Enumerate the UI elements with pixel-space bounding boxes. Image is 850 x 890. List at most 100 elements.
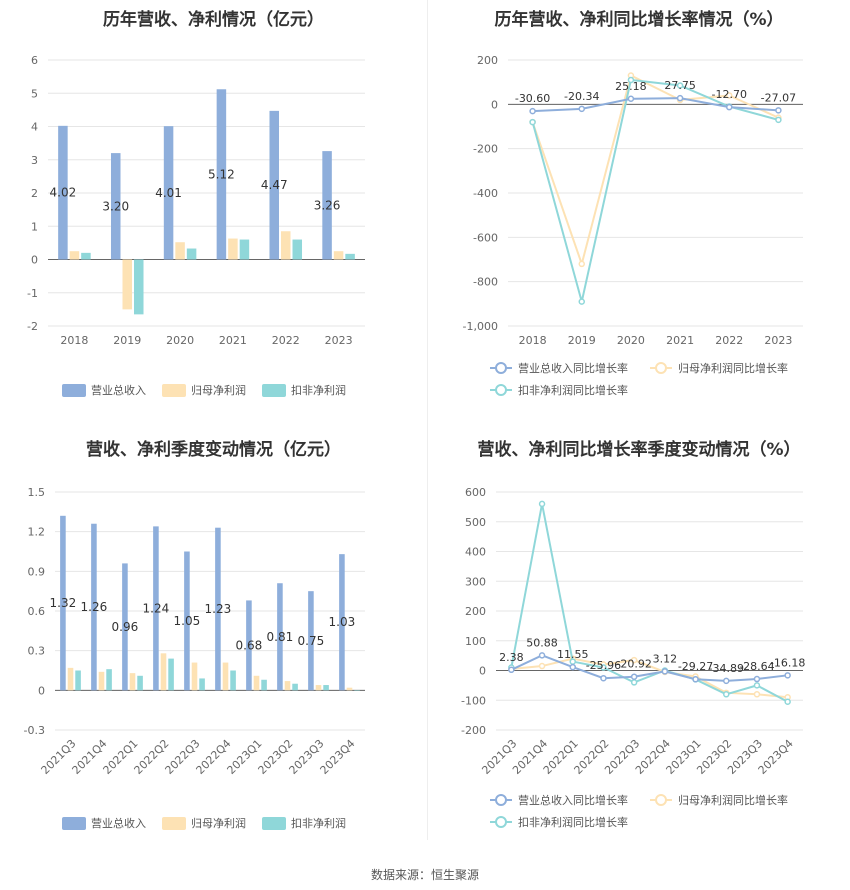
bar <box>308 591 314 691</box>
y-tick-label: -1,000 <box>463 320 498 333</box>
y-tick-label: 3 <box>31 154 38 167</box>
data-point <box>630 673 638 680</box>
data-point <box>753 675 761 683</box>
panel-divider <box>427 0 428 840</box>
legend-swatch <box>162 817 186 830</box>
bar <box>98 671 105 691</box>
bar <box>339 554 345 691</box>
y-tick-label: -200 <box>473 143 498 156</box>
data-label: -27.07 <box>761 91 796 104</box>
bar <box>228 238 238 260</box>
bar <box>315 685 322 691</box>
legend-label: 扣非净利润同比增长率 <box>518 815 628 829</box>
bar <box>246 600 252 691</box>
data-point <box>578 298 585 305</box>
data-label: 5.12 <box>208 167 235 181</box>
data-label: -28.64 <box>739 660 774 673</box>
y-tick-label: 1.2 <box>28 526 46 539</box>
data-label: 1.26 <box>81 600 108 614</box>
series-line <box>532 97 779 113</box>
legend-swatch <box>62 384 86 397</box>
x-tick-label: 2023 <box>764 334 792 347</box>
bar <box>292 239 303 260</box>
x-tick-label: 2021 <box>666 334 694 347</box>
legend-swatch <box>262 817 286 830</box>
data-label: -25.96 <box>586 659 621 672</box>
data-label: 11.55 <box>557 648 589 661</box>
data-point <box>627 95 635 103</box>
bar <box>91 523 97 691</box>
data-label: 0.81 <box>267 630 294 644</box>
bar <box>58 125 68 260</box>
data-point <box>508 666 515 674</box>
legend-marker-swatch <box>495 794 507 806</box>
bar <box>81 252 91 260</box>
x-tick-label: 2019 <box>568 334 596 347</box>
y-tick-label: 600 <box>465 486 486 499</box>
legend-label: 归母净利润 <box>191 383 246 397</box>
bar <box>191 662 198 691</box>
y-tick-label: -0.3 <box>24 724 45 737</box>
x-tick-label: 2019 <box>113 334 141 347</box>
y-tick-label: 0 <box>491 98 498 111</box>
y-tick-label: 200 <box>465 605 486 618</box>
data-label: 27.75 <box>664 79 696 92</box>
data-label: 4.01 <box>155 186 182 200</box>
chart-svg: -2 -1 0 1 2 3 4 5 6 2018 2019 2020 2021 2022 2023 4.02 3… <box>27 54 365 397</box>
y-tick-label: 1.5 <box>28 486 46 499</box>
data-point <box>692 675 699 683</box>
y-tick-label: 0.9 <box>28 565 46 578</box>
data-point <box>538 652 546 659</box>
data-label: 1.32 <box>50 596 77 610</box>
data-label: -29.27 <box>678 660 713 673</box>
legend-label: 归母净利润同比增长率 <box>678 361 788 375</box>
data-point <box>627 76 635 84</box>
bar <box>354 690 360 691</box>
x-tick-label: 2023 <box>325 334 353 347</box>
bar <box>186 248 197 260</box>
legend-label: 扣非净利润同比增长率 <box>518 383 628 397</box>
data-point <box>723 691 730 698</box>
y-tick-label: 200 <box>477 54 498 67</box>
legend-marker-swatch <box>495 816 507 828</box>
data-label: 4.02 <box>50 186 77 200</box>
y-tick-label: 0.3 <box>28 645 46 658</box>
chart-title: 营收、净利季度变动情况（亿元） <box>86 440 341 460</box>
data-point <box>775 107 782 114</box>
data-point <box>630 679 638 686</box>
data-point <box>538 500 546 508</box>
y-tick-label: -2 <box>27 320 38 333</box>
data-label: -16.18 <box>770 656 805 669</box>
chart-title: 历年营收、净利情况（亿元） <box>103 10 324 30</box>
y-tick-label: 0 <box>31 254 38 267</box>
y-tick-label: 100 <box>465 635 486 648</box>
bar <box>122 563 128 691</box>
data-point <box>784 672 791 679</box>
y-tick-label: 400 <box>465 546 486 559</box>
data-label: 1.23 <box>205 602 232 616</box>
data-label: -12.70 <box>712 88 747 101</box>
bar <box>184 551 190 691</box>
bar <box>230 670 236 691</box>
bar <box>284 681 291 691</box>
x-tick-label: 2023Q4 <box>318 737 358 777</box>
legend-marker-swatch <box>655 362 667 374</box>
data-label: 3.20 <box>102 199 129 213</box>
quarterly-revenue-profit-chart: 营收、净利季度变动情况（亿元） -0.3 0 0.3 0.6 0.9 1.2 1.5 2021… <box>0 425 427 850</box>
bar <box>333 251 344 260</box>
data-point <box>578 105 585 113</box>
data-label: -34.89 <box>709 662 744 675</box>
chart-title: 历年营收、净利同比增长率情况（%） <box>494 10 784 30</box>
data-point <box>578 260 585 268</box>
legend-label: 营业总收入 <box>91 383 146 397</box>
x-tick-label: 2022 <box>715 334 743 347</box>
chart-svg: -0.300.30.60.91.21.52021Q32021Q42022Q120… <box>24 486 365 830</box>
y-tick-label: 500 <box>465 516 486 529</box>
legend-label: 扣非净利润 <box>291 816 346 830</box>
series-line <box>531 74 779 268</box>
bar <box>253 675 260 691</box>
y-tick-label: 5 <box>31 87 38 100</box>
y-tick-label: -200 <box>461 724 486 737</box>
data-label: 1.05 <box>174 614 201 628</box>
annual-growth-chart: 历年营收、净利同比增长率情况（%） 200 0 -200 -400 -600 -800 -1… <box>428 0 850 420</box>
